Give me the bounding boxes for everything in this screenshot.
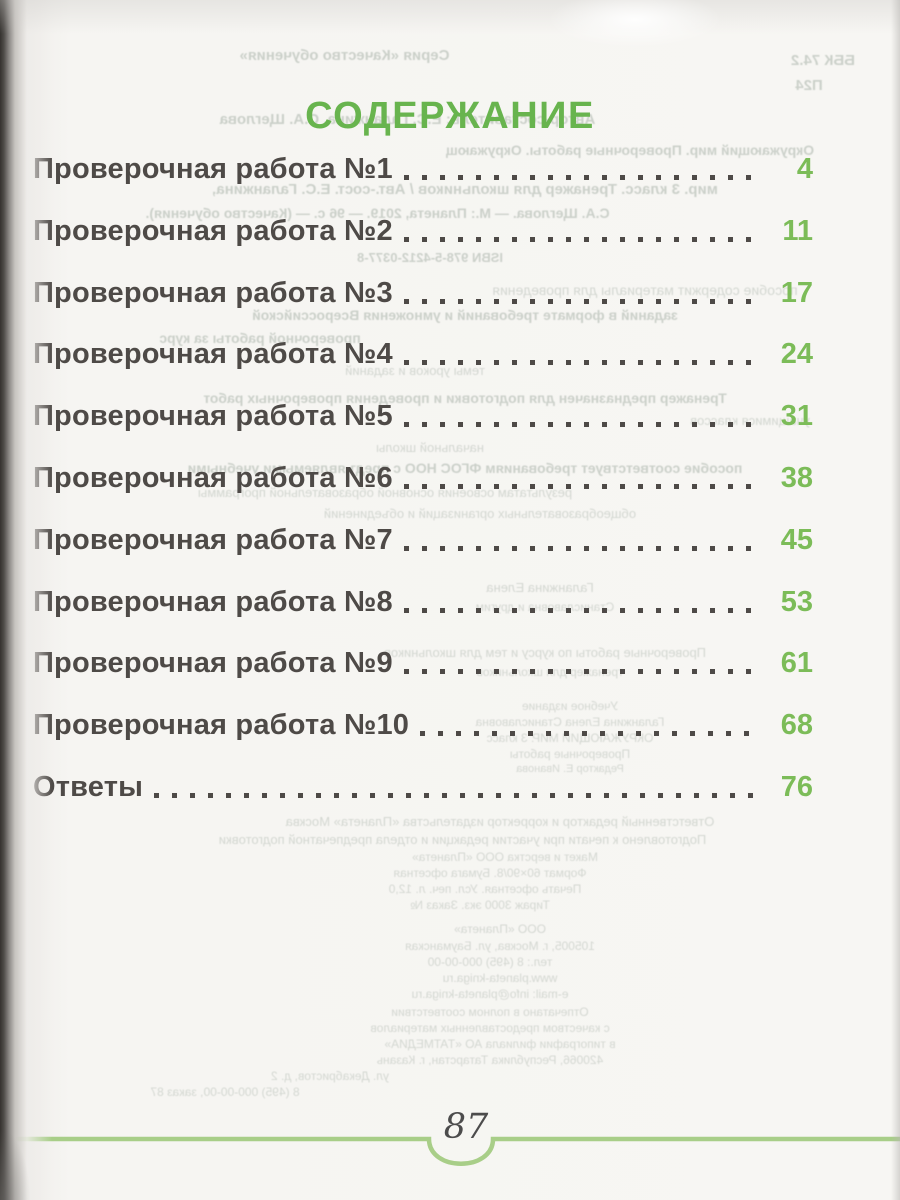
dot-leader bbox=[403, 299, 760, 304]
toc-entry-label: Проверочная работа №7 bbox=[33, 524, 393, 556]
bleedthrough-text: Тираж 3000 экз. Заказ № bbox=[410, 899, 550, 912]
top-edge-shadow bbox=[0, 0, 900, 34]
toc-entry: Проверочная работа №5 31 bbox=[33, 400, 813, 433]
toc-entry-label: Проверочная работа №3 bbox=[33, 277, 393, 309]
toc-entry: Проверочная работа №4 24 bbox=[33, 338, 813, 371]
bleedthrough-text: Отпечатано в полном соответствии bbox=[391, 1006, 589, 1019]
footer-rule bbox=[0, 1136, 900, 1166]
bleedthrough-text: 420066, Республика Татарстан, г. Казань bbox=[376, 1054, 604, 1067]
toc-entry-label: Проверочная работа №2 bbox=[33, 215, 393, 247]
dot-leader bbox=[403, 237, 760, 242]
toc-entry-label: Проверочная работа №9 bbox=[33, 647, 393, 679]
toc-entry: Проверочная работа №3 17 bbox=[33, 277, 813, 310]
toc-entry-label: Проверочная работа №6 bbox=[33, 462, 393, 494]
footer-line-with-notch bbox=[0, 1136, 900, 1166]
bleedthrough-text: заданий в формате требований и умножения… bbox=[252, 308, 678, 323]
corner-shadow bbox=[0, 1130, 30, 1200]
dot-leader bbox=[403, 422, 760, 427]
toc-entry-page-number: 53 bbox=[780, 586, 813, 618]
toc-entry-label: Проверочная работа №10 bbox=[33, 709, 410, 741]
toc-entry-page-number: 68 bbox=[780, 709, 813, 741]
dot-leader bbox=[403, 360, 760, 365]
bleedthrough-text: ISBN 978-5-4212-0377-8 bbox=[357, 251, 503, 265]
photo-glare bbox=[550, 0, 720, 47]
bleedthrough-text: Ответственный редактор и корректор издат… bbox=[285, 815, 715, 829]
page-title: СОДЕРЖАНИЕ bbox=[305, 95, 595, 138]
toc-entry: Проверочная работа №6 38 bbox=[33, 462, 813, 495]
bleedthrough-text: П24 bbox=[795, 78, 823, 94]
bleedthrough-text: ООО «Планета» bbox=[454, 923, 546, 936]
toc-entry-page-number: 38 bbox=[780, 462, 813, 494]
bleedthrough-text: с качеством предоставленных материалов bbox=[370, 1022, 610, 1035]
bleedthrough-text: в типографии филиала АО «ТАТМЕДИА» bbox=[384, 1038, 616, 1051]
bleedthrough-text: 105005, г. Москва, ул. Бауманская bbox=[405, 940, 595, 953]
bleedthrough-text: Серия «Качество обучения» bbox=[239, 48, 450, 64]
bleedthrough-text: Макет и верстка ООО «Планета» bbox=[412, 851, 598, 864]
bleedthrough-text: Подготовлено к печати при участии редакц… bbox=[218, 833, 707, 847]
bleedthrough-text: Формат 60×90/8. Бумага офсетная bbox=[393, 867, 587, 880]
dot-leader bbox=[420, 731, 760, 736]
bleedthrough-text: e-mail: info@planeta-kniga.ru bbox=[411, 988, 569, 1001]
toc-entry-label: Проверочная работа №5 bbox=[33, 400, 393, 432]
bleedthrough-text: тел.: 8 (495) 000-00-00 bbox=[427, 956, 553, 969]
toc-entry-page-number: 17 bbox=[780, 277, 813, 309]
dot-leader bbox=[403, 484, 760, 489]
toc-entry-label: Проверочная работа №8 bbox=[33, 586, 393, 618]
dot-leader bbox=[403, 608, 760, 613]
book-spine-shadow bbox=[0, 0, 52, 1200]
toc-entry-page-number: 61 bbox=[780, 647, 813, 679]
toc-entry: Проверочная работа №8 53 bbox=[33, 586, 813, 619]
toc-entry: Проверочная работа №9 61 bbox=[33, 647, 813, 680]
toc-entry-page-number: 45 bbox=[780, 524, 813, 556]
toc-entry: Ответы 76 bbox=[33, 771, 813, 804]
toc-entry-label: Проверочная работа №1 bbox=[33, 153, 393, 185]
toc-entry-page-number: 31 bbox=[780, 400, 813, 432]
toc-entry-page-number: 24 bbox=[780, 338, 813, 370]
bleedthrough-text: ул. Декабристов, д. 2 bbox=[270, 1070, 390, 1083]
bleedthrough-text: Печать офсетная. Усл. печ. л. 12,0 bbox=[388, 883, 582, 896]
bleedthrough-text: www.planeta-kniga.ru bbox=[442, 972, 558, 985]
toc-entry-page-number: 4 bbox=[796, 153, 813, 185]
dot-leader bbox=[403, 175, 760, 180]
toc-entry-label: Проверочная работа №4 bbox=[33, 338, 393, 370]
page-number: 87 bbox=[443, 1107, 489, 1147]
toc-entry-page-number: 76 bbox=[780, 771, 813, 803]
bleedthrough-text: начальной школы bbox=[376, 441, 484, 455]
toc-entry: Проверочная работа №7 45 bbox=[33, 524, 813, 557]
bleedthrough-text: ББК 74.2 bbox=[790, 53, 856, 69]
dot-leader bbox=[403, 669, 760, 674]
bleedthrough-text: 8 (495) 000-00-00, заказ 87 bbox=[150, 1086, 300, 1099]
toc-entry: Проверочная работа №1 4 bbox=[33, 153, 813, 186]
bleedthrough-text: Проверочные работы bbox=[509, 748, 631, 761]
toc-entry-page-number: 11 bbox=[782, 215, 813, 247]
dot-leader bbox=[154, 793, 760, 798]
dot-leader bbox=[403, 546, 760, 551]
right-edge-shadow bbox=[891, 0, 900, 1200]
bleedthrough-text: общеобразовательных организаций и объеди… bbox=[323, 507, 637, 521]
toc-entry: Проверочная работа №2 11 bbox=[33, 215, 813, 248]
toc-entry: Проверочная работа №10 68 bbox=[33, 709, 813, 742]
